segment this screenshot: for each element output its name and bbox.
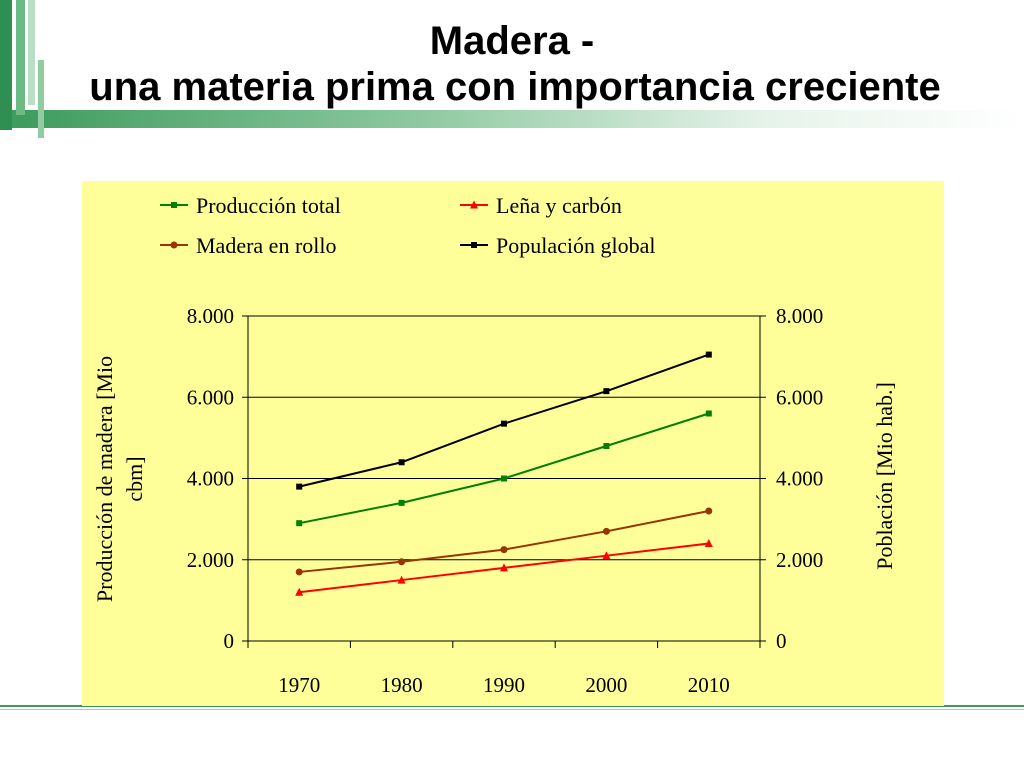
y-tick-label-right: 2.000 xyxy=(776,548,823,572)
slide-title-line-2: una materia prima con importancia crecie… xyxy=(89,65,941,109)
chart-panel: 0 2.000 4.000 6.000 8.000 0 2.000 4.000 6.000 8.0… xyxy=(82,181,944,706)
legend-label: Producción total xyxy=(196,193,341,218)
y-tick-label-right: 0 xyxy=(776,629,787,653)
y-tick-label-left: 2.000 xyxy=(187,548,234,572)
data-point xyxy=(296,483,303,490)
data-point xyxy=(500,563,508,572)
y-tick-label-left: 0 xyxy=(224,629,235,653)
data-point xyxy=(500,546,508,554)
data-point xyxy=(602,527,610,535)
data-point xyxy=(501,475,507,482)
data-point xyxy=(603,443,610,449)
data-point xyxy=(602,551,611,560)
data-point xyxy=(705,351,712,358)
y-tick-label-right: 4.000 xyxy=(776,467,823,491)
x-tick-label: 2010 xyxy=(688,673,730,697)
x-tick-label: 1970 xyxy=(278,673,320,697)
legend-swatch-marker xyxy=(171,202,177,208)
y-axis-title-right: Población [Mio hab.] xyxy=(872,382,897,570)
data-point xyxy=(295,587,304,596)
line-chart: 0 2.000 4.000 6.000 8.000 0 2.000 4.000 6.000 8.0… xyxy=(92,193,897,697)
data-point xyxy=(398,499,405,506)
decorative-left-bar-1 xyxy=(0,0,12,130)
x-tick-label: 1990 xyxy=(483,673,525,697)
data-point xyxy=(296,520,303,527)
decorative-left-bar-4 xyxy=(38,60,44,138)
slide-title: Madera - una materia prima con importanc… xyxy=(0,18,1024,110)
y-tick-label-right: 6.000 xyxy=(776,385,823,409)
data-point xyxy=(704,539,713,547)
legend-label: Leña y carbón xyxy=(496,193,622,218)
decorative-bottom-rule xyxy=(0,705,1024,707)
series-line xyxy=(299,510,709,573)
data-point xyxy=(398,459,405,466)
data-point xyxy=(603,388,610,395)
x-tick-label: 1980 xyxy=(381,673,423,697)
legend-swatch-marker xyxy=(470,200,478,209)
data-point xyxy=(705,507,713,515)
legend-swatch-marker xyxy=(170,241,178,249)
series-line xyxy=(298,353,710,488)
y-tick-label-left: 6.000 xyxy=(187,385,234,409)
y-tick-label-right: 8.000 xyxy=(776,304,823,328)
y-axis-title-left-line-1: Producción de madera [Mio xyxy=(92,356,117,602)
y-axis-title-left: Producción de madera [Mio cbm] xyxy=(92,356,147,602)
legend-label: Madera en rollo xyxy=(196,233,337,258)
y-axis-title-left-line-2: cbm] xyxy=(122,456,147,501)
data-point xyxy=(501,420,507,427)
legend-swatch-marker xyxy=(471,242,477,248)
slide-title-line-1: Madera - xyxy=(429,19,595,63)
x-tick-label: 2000 xyxy=(585,673,627,697)
legend-label: Populación global xyxy=(496,233,655,258)
decorative-bottom-rule-light xyxy=(0,709,1024,710)
series-line xyxy=(299,412,710,525)
data-point xyxy=(295,568,303,576)
data-point xyxy=(398,558,406,566)
decorative-left-bar-2 xyxy=(16,0,25,115)
decorative-left-bar-3 xyxy=(28,0,35,105)
data-point xyxy=(397,575,406,584)
data-point xyxy=(705,410,712,417)
y-tick-label-left: 8.000 xyxy=(187,304,234,328)
y-tick-label-left: 4.000 xyxy=(187,467,234,491)
decorative-top-band xyxy=(0,110,1024,128)
